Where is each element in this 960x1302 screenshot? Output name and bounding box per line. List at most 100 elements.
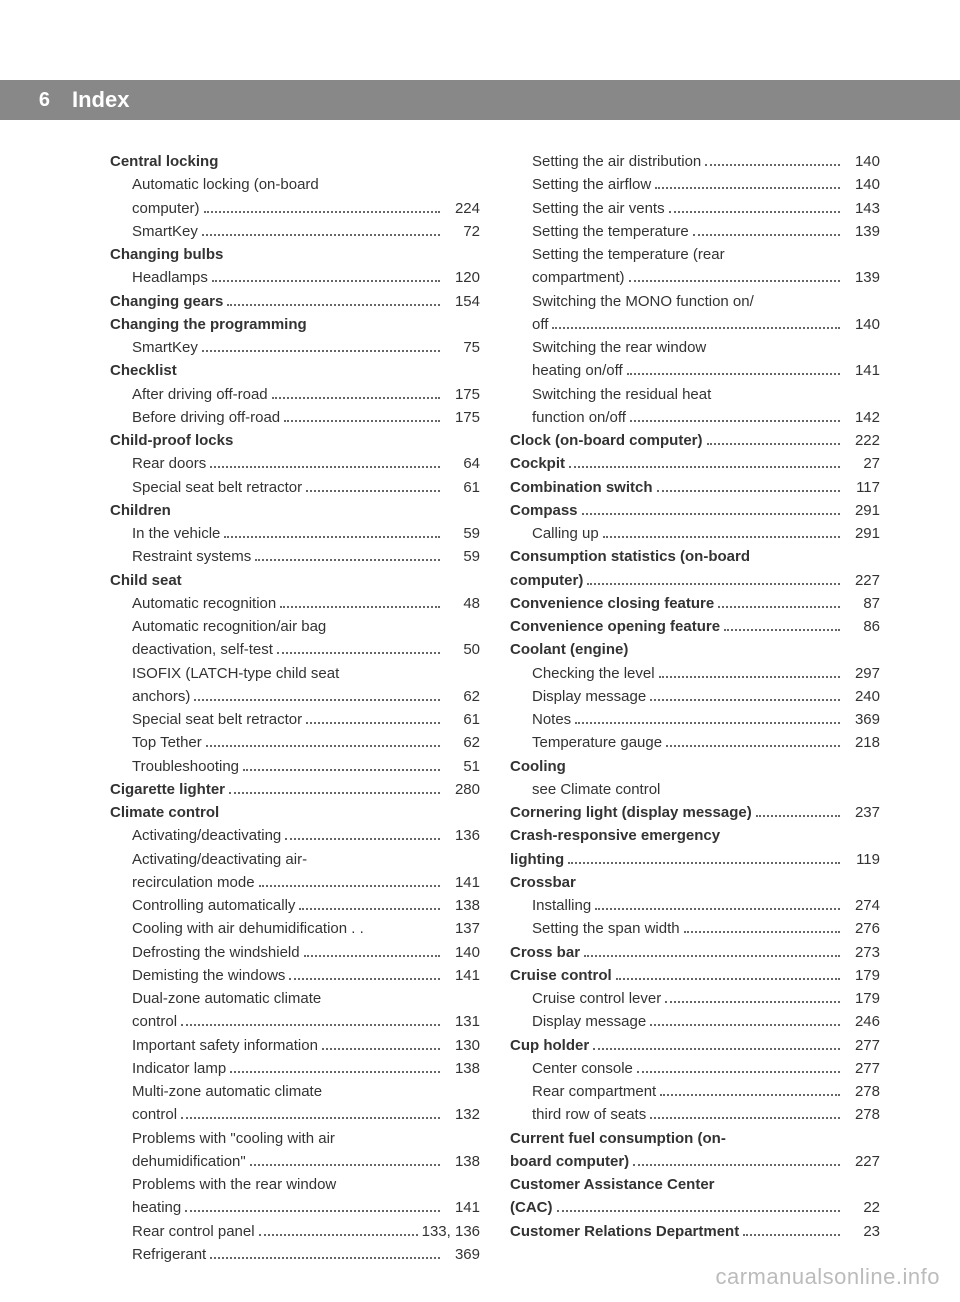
index-entry: Customer Assistance Center — [510, 1173, 880, 1196]
index-entry: heating on/off141 — [510, 359, 880, 382]
leader-dots — [595, 900, 840, 911]
index-page: 175 — [444, 406, 480, 429]
index-label: Dual-zone automatic climate — [132, 987, 321, 1010]
index-page: 131 — [444, 1010, 480, 1033]
index-page: 22 — [844, 1196, 880, 1219]
index-entry: Special seat belt retractor61 — [110, 476, 480, 499]
index-page: 140 — [844, 173, 880, 196]
index-label: compartment) — [532, 266, 625, 289]
index-entry: computer)227 — [510, 569, 880, 592]
leader-dots — [756, 807, 840, 818]
index-entry: SmartKey75 — [110, 336, 480, 359]
watermark: carmanualsonline.info — [715, 1264, 940, 1290]
index-label: lighting — [510, 848, 564, 871]
index-entry: Clock (on-board computer)222 — [510, 429, 880, 452]
index-page: 142 — [844, 406, 880, 429]
index-entry: recirculation mode141 — [110, 871, 480, 894]
leader-dots — [630, 411, 840, 422]
index-label: Customer Assistance Center — [510, 1173, 715, 1196]
index-label: Top Tether — [132, 731, 202, 754]
index-label: Before driving off-road — [132, 406, 280, 429]
index-label: Display message — [532, 685, 646, 708]
leader-dots — [304, 946, 440, 957]
index-label: Setting the span width — [532, 917, 680, 940]
index-label: Checklist — [110, 359, 177, 382]
index-label: ISOFIX (LATCH-type child seat — [132, 662, 339, 685]
index-entry: SmartKey72 — [110, 220, 480, 243]
index-label: Important safety information — [132, 1034, 318, 1057]
leader-dots — [660, 1086, 840, 1097]
index-page: 369 — [444, 1243, 480, 1266]
index-label: heating — [132, 1196, 181, 1219]
index-entry: Demisting the windows141 — [110, 964, 480, 987]
leader-dots — [582, 504, 840, 515]
index-entry: Cockpit27 — [510, 452, 880, 475]
index-entry: Top Tether 62 — [110, 731, 480, 754]
leader-dots — [657, 481, 841, 492]
index-entry: Calling up291 — [510, 522, 880, 545]
leader-dots — [603, 528, 840, 539]
leader-dots — [616, 969, 840, 980]
index-entry: Installing 274 — [510, 894, 880, 917]
index-label: control — [132, 1010, 177, 1033]
index-label: Customer Relations Department — [510, 1220, 739, 1243]
index-label: Convenience closing feature — [510, 592, 714, 615]
index-label: Setting the air vents — [532, 197, 665, 220]
index-content: Central lockingAutomatic locking (on-boa… — [110, 150, 880, 1266]
index-label: Notes — [532, 708, 571, 731]
header-bar: 6 Index — [0, 80, 960, 120]
index-entry: Display message246 — [510, 1010, 880, 1033]
leader-dots — [289, 969, 440, 980]
index-entry: function on/off142 — [510, 406, 880, 429]
leader-dots — [210, 458, 440, 469]
index-page: 61 — [444, 708, 480, 731]
index-label: Automatic locking (on-board — [132, 173, 319, 196]
index-page: 51 — [444, 755, 480, 778]
index-label: Cornering light (display message) — [510, 801, 752, 824]
index-label: Automatic recognition/air bag — [132, 615, 326, 638]
leader-dots — [568, 853, 840, 864]
index-page: 64 — [444, 452, 480, 475]
index-page: 222 — [844, 429, 880, 452]
index-page: 62 — [444, 731, 480, 754]
leader-dots — [575, 714, 840, 725]
leader-dots — [224, 528, 440, 539]
index-entry: Cross bar273 — [510, 941, 880, 964]
leader-dots — [181, 1016, 440, 1027]
leader-dots — [185, 1202, 440, 1213]
index-label: Activating/deactivating air- — [132, 848, 307, 871]
index-page: 141 — [444, 1196, 480, 1219]
index-label: Installing — [532, 894, 591, 917]
index-page: 369 — [844, 708, 880, 731]
index-entry: Setting the temperature (rear — [510, 243, 880, 266]
index-column-left: Central lockingAutomatic locking (on-boa… — [110, 150, 480, 1266]
index-page: 274 — [844, 894, 880, 917]
leader-dots — [650, 1016, 840, 1027]
index-entry: deactivation, self-test50 — [110, 638, 480, 661]
index-entry: Display message240 — [510, 685, 880, 708]
leader-dots — [243, 760, 440, 771]
leader-dots — [204, 202, 440, 213]
index-label: Child seat — [110, 569, 182, 592]
leader-dots — [322, 1039, 440, 1050]
index-page: 139 — [844, 266, 880, 289]
index-entry: Activating/deactivating 136 — [110, 824, 480, 847]
index-page: 59 — [444, 545, 480, 568]
index-label: Switching the MONO function on/ — [532, 290, 754, 313]
index-entry: third row of seats278 — [510, 1103, 880, 1126]
index-entry: Cornering light (display message)237 — [510, 801, 880, 824]
index-label: Rear doors — [132, 452, 206, 475]
index-label: board computer) — [510, 1150, 629, 1173]
index-page: 136 — [444, 824, 480, 847]
index-entry: Rear compartment278 — [510, 1080, 880, 1103]
index-entry: Climate control — [110, 801, 480, 824]
index-label: Activating/deactivating — [132, 824, 281, 847]
leader-dots — [655, 179, 840, 190]
index-page: 291 — [844, 522, 880, 545]
index-label: SmartKey — [132, 336, 198, 359]
index-page: 140 — [844, 313, 880, 336]
index-entry: Rear control panel133, 136 — [110, 1220, 480, 1243]
leader-dots — [272, 388, 440, 399]
index-entry: Center console277 — [510, 1057, 880, 1080]
index-entry: Before driving off-road 175 — [110, 406, 480, 429]
